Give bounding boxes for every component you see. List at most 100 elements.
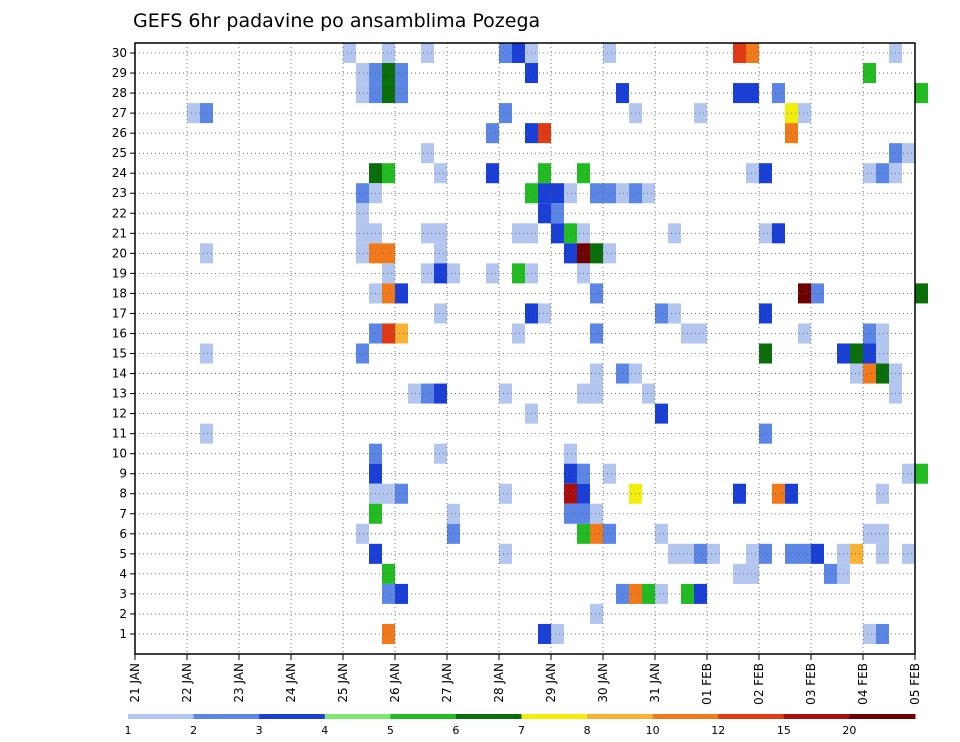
heatmap-cell (395, 483, 408, 504)
heatmap-cell (356, 203, 369, 224)
heatmap-cell (564, 483, 577, 504)
heatmap-cell (616, 583, 629, 604)
heatmap-cell (590, 243, 603, 264)
heatmap-cell (603, 243, 616, 264)
heatmap-cell (616, 183, 629, 204)
y-tick-label: 22 (112, 206, 127, 220)
heatmap-cell (551, 203, 564, 224)
heatmap-cell (356, 83, 369, 104)
colorbar-swatch (324, 714, 391, 719)
heatmap-cell (200, 103, 213, 124)
y-tick-label: 24 (112, 166, 127, 180)
y-tick-label: 21 (112, 226, 127, 240)
y-axis-ticks: 1234567891011121314151617181920212223242… (112, 46, 135, 641)
y-tick-label: 15 (112, 347, 127, 361)
heatmap-cell (902, 463, 915, 484)
heatmap-cell (564, 443, 577, 464)
heatmap-cell (915, 83, 928, 104)
x-tick-label: 25 JAN (336, 663, 350, 703)
heatmap-cell (746, 83, 759, 104)
heatmap-cell (642, 583, 655, 604)
y-tick-label: 1 (119, 627, 127, 641)
x-axis-ticks: 21 JAN 22 JAN 23 JAN 24 JAN 25 JAN 26 JAN 27 J… (128, 654, 922, 705)
heatmap-cell (746, 543, 759, 564)
heatmap-cell (538, 623, 551, 644)
heatmap-cell (850, 543, 863, 564)
colorbar-swatch (587, 714, 654, 719)
heatmap-cell (434, 223, 447, 244)
heatmap-cell (499, 43, 512, 64)
colorbar-label: 3 (256, 724, 263, 737)
heatmap-cell (876, 523, 889, 544)
heatmap-cell (616, 83, 629, 104)
heatmap-cell (876, 163, 889, 184)
heatmap-cell (850, 343, 863, 364)
heatmap-cell (564, 243, 577, 264)
x-tick-label: 24 JAN (284, 663, 298, 703)
heatmap-cell (655, 583, 668, 604)
heatmap-cell (382, 243, 395, 264)
x-tick-label: 02 FEB (752, 663, 766, 705)
colorbar-label: 4 (321, 724, 328, 737)
heatmap-cell (590, 603, 603, 624)
heatmap-cell (356, 523, 369, 544)
y-tick-label: 25 (112, 146, 127, 160)
x-tick-label: 26 JAN (388, 663, 402, 703)
colorbar-swatch (128, 714, 195, 719)
y-tick-label: 18 (112, 286, 127, 300)
heatmap-cell (863, 523, 876, 544)
heatmap-cell (564, 223, 577, 244)
heatmap-cell (382, 43, 395, 64)
x-tick-label: 22 JAN (180, 663, 194, 703)
heatmap-cell (356, 243, 369, 264)
heatmap-cell (824, 563, 837, 584)
y-tick-label: 2 (119, 607, 127, 621)
heatmap-cell (434, 243, 447, 264)
heatmap-cell (382, 83, 395, 104)
heatmap-cell (499, 383, 512, 404)
heatmap-cell (603, 183, 616, 204)
heatmap-cell (590, 283, 603, 304)
heatmap-cell (499, 543, 512, 564)
colorbar-label: 7 (518, 724, 525, 737)
x-tick-label: 01 FEB (700, 663, 714, 705)
x-tick-label: 03 FEB (804, 663, 818, 705)
colorbar-swatch (718, 714, 785, 719)
heatmap-cell (863, 323, 876, 344)
colorbar-swatch (193, 714, 260, 719)
heatmap-cell (200, 243, 213, 264)
heatmap-cell (382, 563, 395, 584)
heatmap-cell (434, 303, 447, 324)
heatmap-cell (876, 623, 889, 644)
heatmap-cell (902, 143, 915, 164)
heatmap-cell (876, 483, 889, 504)
heatmap-cell (902, 543, 915, 564)
heatmap-cell (447, 503, 460, 524)
colorbar-label: 8 (584, 724, 591, 737)
heatmap-cell (707, 543, 720, 564)
heatmap-cell (655, 403, 668, 424)
heatmap-cell (200, 343, 213, 364)
colorbar-swatch (652, 714, 719, 719)
heatmap-cell (434, 383, 447, 404)
heatmap-cell (876, 343, 889, 364)
heatmap-cell (512, 43, 525, 64)
heatmap-cell (434, 163, 447, 184)
heatmap-cell (486, 123, 499, 144)
heatmap-cell (850, 363, 863, 384)
colorbar-label: 5 (387, 724, 394, 737)
heatmap-cell (564, 503, 577, 524)
heatmap-cell (434, 263, 447, 284)
heatmap-cell (512, 223, 525, 244)
heatmap-cell (200, 423, 213, 444)
heatmap-cells (187, 43, 928, 644)
heatmap-cell (382, 63, 395, 84)
heatmap-cell (382, 163, 395, 184)
y-tick-label: 26 (112, 126, 127, 140)
heatmap-cell (798, 543, 811, 564)
heatmap-cell (434, 443, 447, 464)
y-tick-label: 16 (112, 326, 127, 340)
heatmap-cell (538, 123, 551, 144)
heatmap-cell (876, 543, 889, 564)
y-tick-label: 10 (112, 447, 127, 461)
